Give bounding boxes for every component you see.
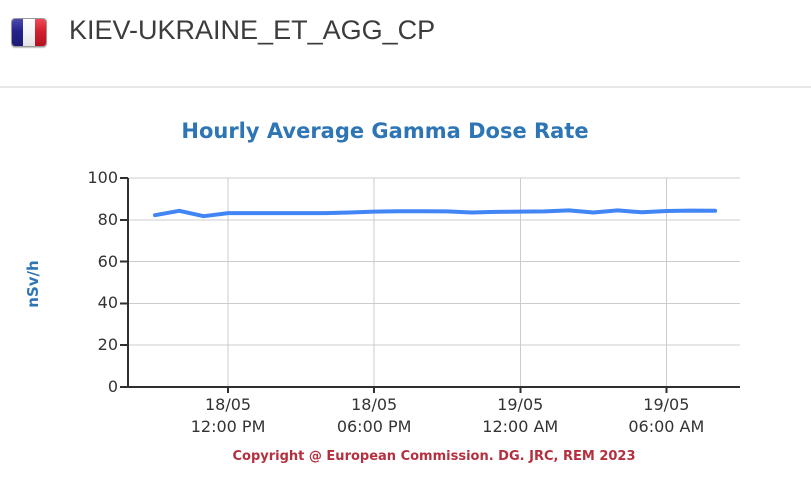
x-tick-time: 12:00 AM [482,417,559,436]
header-divider [0,86,811,88]
y-tick-label: 80 [97,209,118,229]
flag-blue-stripe [12,19,24,46]
x-tick-date: 18/05 [351,395,398,414]
station-title: KIEV-UKRAINE_ET_AGG_CP [69,15,436,45]
y-tick-label: 0 [107,377,118,396]
x-tick-date: 19/05 [497,395,544,414]
x-tick-label: 19/05 12:00 AM [450,394,590,438]
x-tick-label: 19/05 06:00 AM [596,394,736,438]
x-tick-label: 18/05 12:00 PM [158,394,298,438]
y-tick-label: 100 [87,168,118,187]
y-tick-label: 40 [97,293,118,313]
copyright-note: Copyright @ European Commission. DG. JRC… [232,449,636,464]
x-tick-time: 06:00 PM [336,417,412,436]
x-tick-date: 18/05 [204,395,252,414]
france-flag-icon [11,18,47,47]
x-tick-date: 19/05 [643,395,690,414]
x-tick-time: 06:00 AM [628,417,705,436]
dose-rate-series-line[interactable] [153,208,718,219]
x-tick-time: 12:00 PM [190,417,266,436]
station-header: KIEV-UKRAINE_ET_AGG_CP [0,0,811,86]
chart-title: Hourly Average Gamma Dose Rate [181,119,589,143]
x-tick-label: 18/05 06:00 PM [304,394,444,438]
y-tick-label: 20 [97,335,118,355]
flag-red-stripe [34,19,46,46]
y-tick-label: 60 [97,251,118,271]
flag-white-stripe [23,19,35,46]
